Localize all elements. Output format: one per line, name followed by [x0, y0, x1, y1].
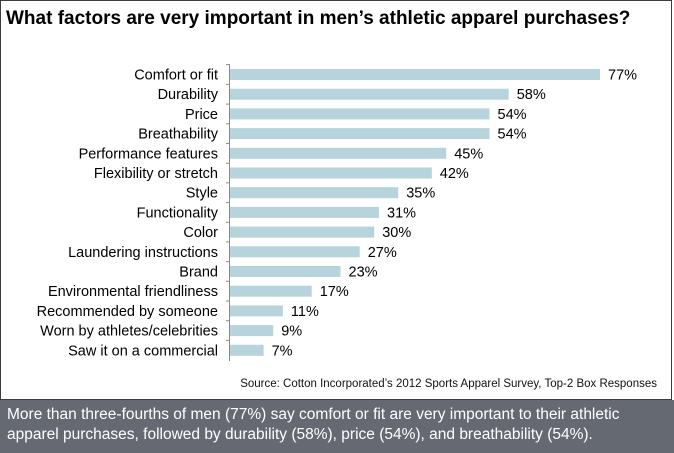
category-label-7: Functionality [137, 205, 219, 221]
bar-14 [230, 344, 264, 356]
bar-8 [230, 226, 375, 238]
chart-title: What factors are very important in men’s… [6, 8, 631, 29]
bar-0 [230, 69, 600, 80]
category-label-6: Style [186, 186, 218, 202]
value-label-0: 77% [608, 68, 637, 84]
category-label-9: Laundering instructions [68, 245, 218, 261]
value-label-11: 17% [320, 284, 349, 300]
category-label-8: Color [183, 225, 218, 241]
value-label-6: 35% [406, 186, 435, 202]
caption-box: More than three-fourths of men (77%) say… [0, 400, 674, 453]
category-label-10: Brand [179, 265, 218, 281]
bar-9 [230, 246, 360, 258]
category-label-13: Worn by athletes/celebrities [40, 324, 218, 340]
bar-6 [230, 187, 399, 199]
category-label-11: Environmental friendliness [48, 284, 218, 300]
bar-1 [230, 88, 509, 100]
category-label-14: Saw it on a commercial [68, 343, 218, 359]
bar-10 [230, 266, 341, 277]
bar-11 [230, 285, 312, 297]
bar-chart: Comfort or fit 77% Durability 58% Price 54% Br… [37, 64, 637, 361]
bar-7 [230, 206, 379, 218]
category-label-0: Comfort or fit [134, 68, 218, 84]
category-label-12: Recommended by someone [37, 304, 218, 320]
value-label-2: 54% [498, 107, 527, 123]
value-label-10: 23% [349, 265, 378, 281]
value-label-8: 30% [382, 225, 411, 241]
bar-2 [230, 108, 490, 120]
value-label-13: 9% [281, 324, 302, 340]
bar-5 [230, 167, 432, 179]
category-label-3: Breathability [138, 127, 219, 143]
value-label-7: 31% [387, 205, 416, 221]
source-note: Source: Cotton Incorporated’s 2012 Sport… [240, 378, 657, 390]
value-label-9: 27% [368, 245, 397, 261]
value-label-5: 42% [440, 166, 469, 182]
bar-3 [230, 128, 490, 140]
chart-frame: What factors are very important in men’s… [0, 0, 672, 400]
bar-12 [230, 305, 283, 317]
bar-4 [230, 147, 447, 159]
category-label-5: Flexibility or stretch [94, 166, 218, 182]
value-label-14: 7% [272, 343, 293, 359]
bar-13 [230, 325, 274, 337]
category-label-4: Performance features [79, 146, 218, 162]
category-label-2: Price [185, 107, 218, 123]
value-label-1: 58% [517, 87, 546, 103]
value-label-12: 11% [291, 304, 319, 320]
value-label-4: 45% [454, 146, 483, 162]
category-label-1: Durability [158, 87, 219, 103]
value-label-3: 54% [498, 127, 527, 143]
